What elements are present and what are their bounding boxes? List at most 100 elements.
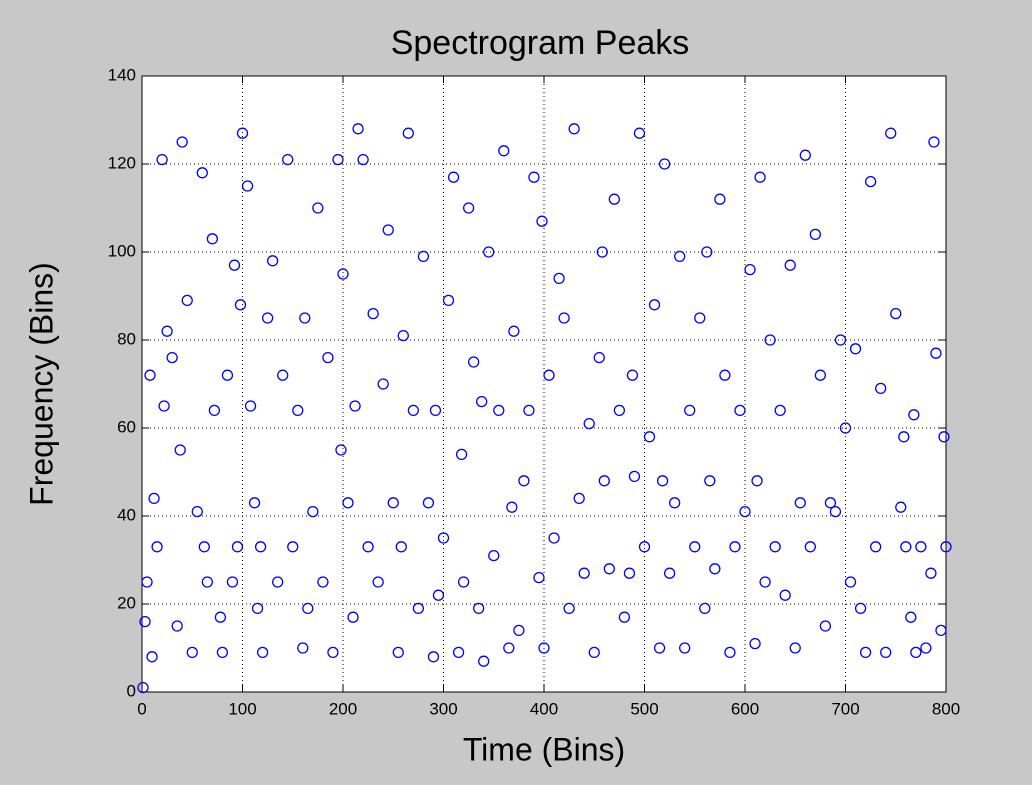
point bbox=[362, 541, 374, 553]
point bbox=[452, 646, 465, 659]
point bbox=[751, 475, 763, 487]
point bbox=[558, 312, 570, 324]
point bbox=[905, 611, 917, 623]
point bbox=[226, 576, 239, 588]
point bbox=[859, 646, 872, 659]
point bbox=[895, 501, 907, 513]
point bbox=[251, 602, 264, 615]
point bbox=[900, 541, 912, 553]
point bbox=[694, 312, 706, 324]
point bbox=[357, 153, 369, 166]
point bbox=[684, 404, 696, 417]
point bbox=[563, 602, 575, 615]
point bbox=[412, 602, 425, 615]
point bbox=[254, 541, 267, 553]
point bbox=[679, 642, 691, 654]
point bbox=[908, 409, 920, 421]
point bbox=[352, 123, 364, 135]
point bbox=[643, 431, 656, 443]
chart-title: Spectrogram Peaks bbox=[391, 24, 690, 62]
point bbox=[915, 541, 927, 553]
y-tick-label: 80 bbox=[117, 329, 136, 348]
point bbox=[503, 642, 515, 654]
point bbox=[623, 567, 636, 579]
y-tick-label: 60 bbox=[117, 417, 136, 436]
point bbox=[151, 541, 163, 553]
point bbox=[849, 343, 862, 355]
point bbox=[402, 127, 414, 139]
point bbox=[656, 475, 669, 487]
point bbox=[928, 136, 940, 148]
point bbox=[248, 497, 261, 509]
x-tick-label: 700 bbox=[831, 699, 859, 718]
point bbox=[397, 329, 409, 342]
point bbox=[231, 541, 244, 553]
point bbox=[506, 501, 518, 513]
point bbox=[759, 576, 771, 588]
point bbox=[864, 175, 877, 188]
point bbox=[533, 571, 545, 584]
point bbox=[885, 127, 897, 139]
point bbox=[216, 646, 229, 659]
point bbox=[174, 444, 186, 456]
point bbox=[819, 620, 832, 632]
point bbox=[824, 497, 837, 509]
point bbox=[613, 404, 626, 417]
point bbox=[422, 497, 435, 509]
x-tick-label: 800 bbox=[932, 699, 960, 718]
x-tick-label: 600 bbox=[731, 699, 759, 718]
point bbox=[603, 563, 615, 575]
point bbox=[476, 395, 488, 408]
point bbox=[653, 642, 666, 654]
point bbox=[583, 417, 595, 430]
point bbox=[689, 541, 701, 553]
point bbox=[337, 268, 349, 280]
point bbox=[875, 382, 887, 395]
y-tick-label: 20 bbox=[117, 593, 136, 612]
point bbox=[608, 193, 620, 205]
axes-box bbox=[141, 75, 947, 693]
point bbox=[739, 505, 751, 518]
point bbox=[473, 602, 485, 615]
point bbox=[483, 246, 495, 258]
point bbox=[794, 497, 806, 509]
point bbox=[161, 325, 173, 337]
point bbox=[596, 246, 608, 258]
point bbox=[744, 263, 756, 276]
point bbox=[367, 307, 379, 320]
point bbox=[834, 334, 847, 346]
point bbox=[277, 369, 289, 381]
point bbox=[523, 404, 535, 417]
point bbox=[898, 431, 910, 443]
point bbox=[648, 299, 661, 311]
point bbox=[920, 642, 932, 654]
point bbox=[719, 369, 731, 381]
point bbox=[764, 334, 776, 346]
point bbox=[332, 153, 344, 166]
point bbox=[457, 576, 470, 588]
point bbox=[455, 448, 468, 461]
y-tick-label: 100 bbox=[108, 241, 136, 260]
point bbox=[208, 404, 221, 417]
point bbox=[789, 642, 801, 654]
y-tick-label: 120 bbox=[108, 153, 136, 172]
point bbox=[854, 602, 867, 615]
point bbox=[241, 180, 254, 192]
point bbox=[395, 541, 407, 553]
point bbox=[201, 576, 213, 588]
point bbox=[261, 312, 274, 324]
point bbox=[171, 620, 183, 632]
point bbox=[377, 378, 389, 390]
point bbox=[518, 475, 530, 487]
point bbox=[754, 171, 766, 183]
point bbox=[573, 492, 585, 505]
point bbox=[910, 646, 922, 659]
point bbox=[349, 400, 361, 412]
point bbox=[488, 549, 500, 562]
point bbox=[598, 475, 610, 487]
point bbox=[829, 505, 842, 518]
point bbox=[307, 505, 319, 518]
point bbox=[432, 589, 445, 601]
point bbox=[724, 646, 736, 659]
